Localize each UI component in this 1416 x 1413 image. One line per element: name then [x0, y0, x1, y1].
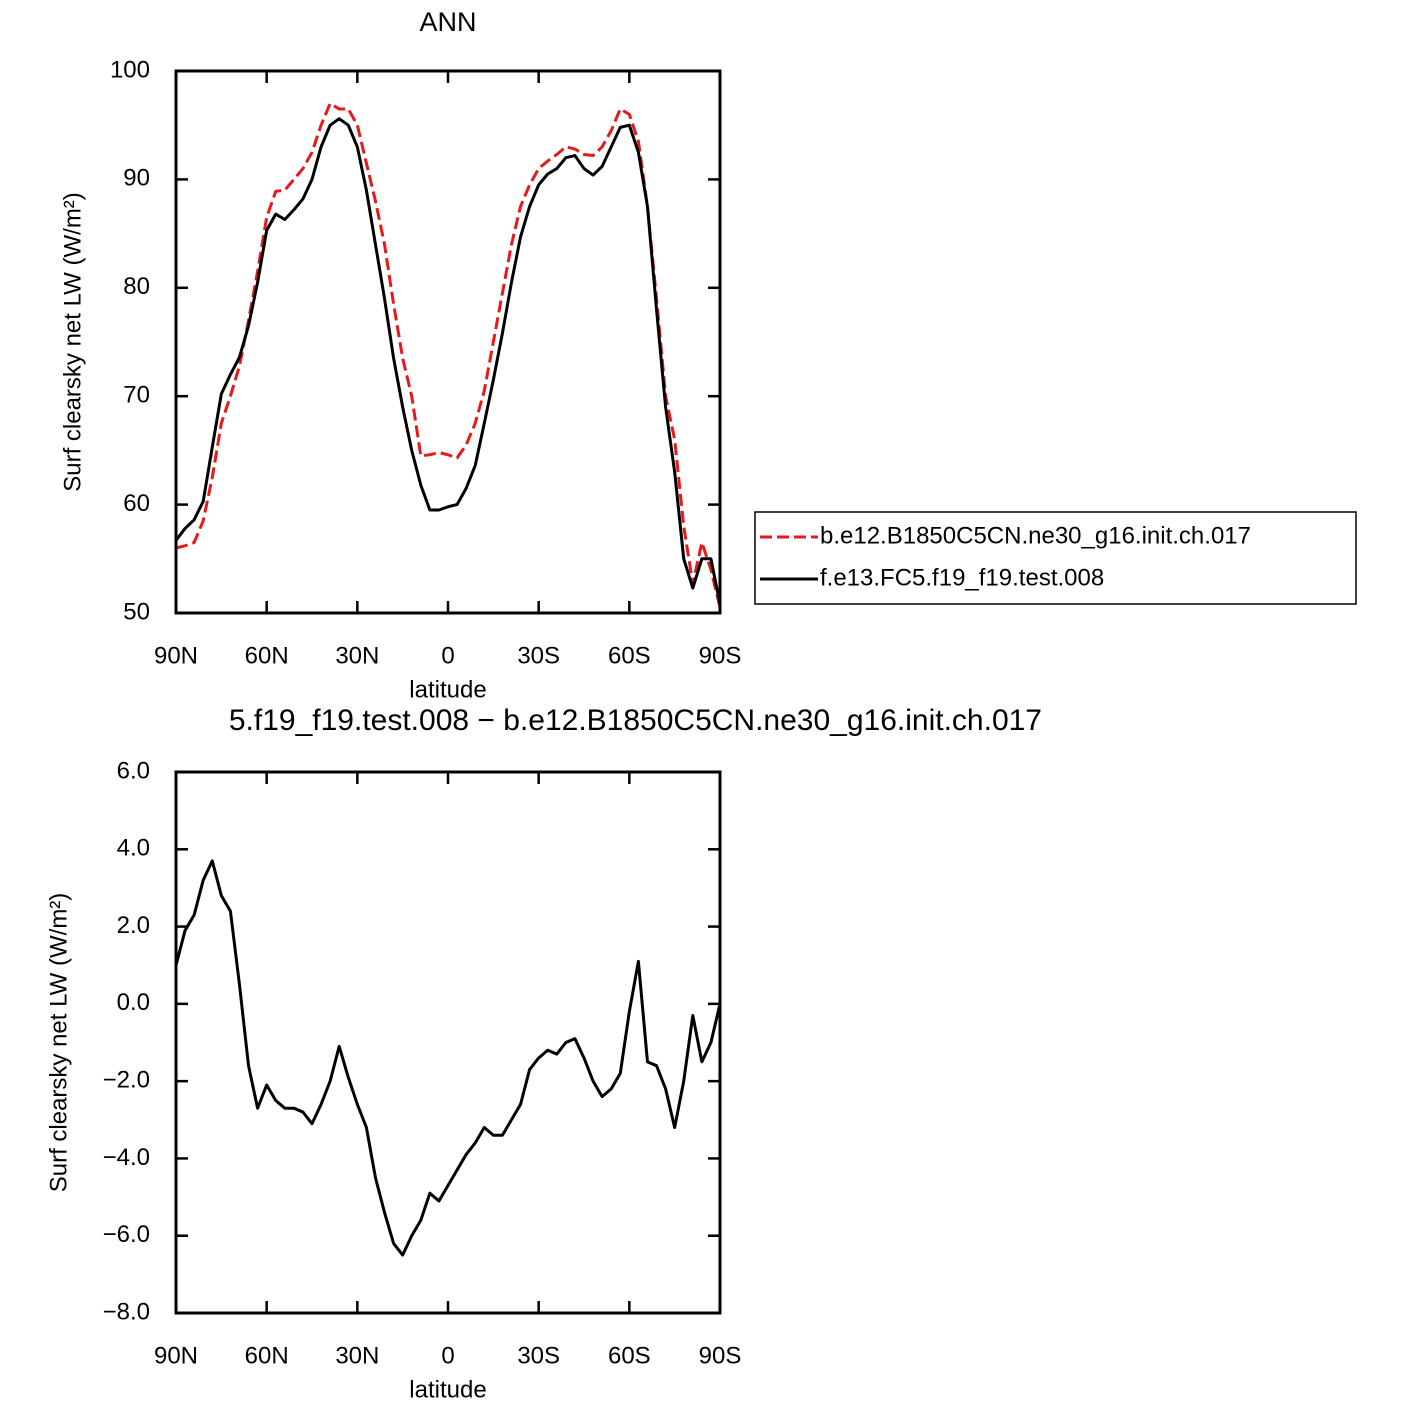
plot-frame	[174, 770, 722, 1315]
x-tick-label: 0	[441, 1342, 454, 1369]
y-tick-label: 0.0	[117, 989, 150, 1016]
x-tick-label: 60S	[608, 642, 651, 669]
x-tick-label: 30N	[335, 642, 379, 669]
data-line	[174, 859, 722, 1257]
x-tick-label: 60S	[608, 1342, 651, 1369]
y-tick-label: 50	[123, 598, 150, 625]
x-tick-label: 90N	[154, 642, 198, 669]
y-tick-label: 70	[123, 382, 150, 409]
y-axis-label: Surf clearsky net LW (W/m²)	[45, 893, 72, 1193]
x-tick-label: 90S	[699, 642, 742, 669]
chart-title: 5.f19_f19.test.008 − b.e12.B1850C5CN.ne3…	[229, 704, 1042, 737]
y-tick-label: 100	[110, 56, 150, 83]
y-tick-label: −8.0	[103, 1298, 150, 1325]
y-tick-label: 60	[123, 490, 150, 517]
y-tick-label: −6.0	[103, 1221, 150, 1248]
x-tick-label: 90N	[154, 1342, 198, 1369]
x-tick-label: 30S	[517, 642, 560, 669]
y-tick-label: 4.0	[117, 835, 150, 862]
legend-label: f.e13.FC5.f19_f19.test.008	[820, 564, 1104, 591]
data-line	[174, 117, 722, 605]
x-tick-label: 60N	[245, 1342, 289, 1369]
y-tick-label: 80	[123, 273, 150, 300]
x-tick-label: 60N	[245, 642, 289, 669]
data-line	[175, 102, 722, 608]
y-tick-label: −4.0	[103, 1144, 150, 1171]
chart-title: ANN	[419, 7, 476, 37]
legend-label: b.e12.B1850C5CN.ne30_g16.init.ch.017	[820, 522, 1251, 549]
x-tick-label: 90S	[699, 1342, 742, 1369]
plot-frame	[174, 69, 722, 615]
legend-box	[754, 511, 1357, 605]
x-axis-label: latitude	[409, 676, 486, 703]
x-tick-label: 0	[441, 642, 454, 669]
y-tick-label: 90	[123, 165, 150, 192]
x-tick-label: 30S	[517, 1342, 560, 1369]
x-axis-label: latitude	[409, 1376, 486, 1403]
y-tick-label: −2.0	[103, 1066, 150, 1093]
y-tick-label: 2.0	[117, 912, 150, 939]
y-axis-label: Surf clearsky net LW (W/m²)	[59, 192, 86, 492]
x-tick-label: 30N	[335, 1342, 379, 1369]
y-tick-label: 6.0	[117, 757, 150, 784]
